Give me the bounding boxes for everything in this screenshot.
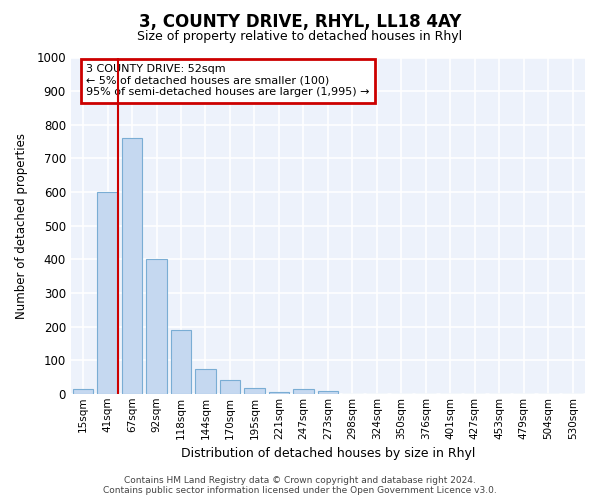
- Bar: [195, 368, 216, 394]
- Text: 3 COUNTY DRIVE: 52sqm
← 5% of detached houses are smaller (100)
95% of semi-deta: 3 COUNTY DRIVE: 52sqm ← 5% of detached h…: [86, 64, 370, 98]
- Bar: [97, 192, 118, 394]
- Bar: [146, 260, 167, 394]
- Text: Size of property relative to detached houses in Rhyl: Size of property relative to detached ho…: [137, 30, 463, 43]
- Bar: [170, 330, 191, 394]
- Bar: [244, 388, 265, 394]
- Text: 3, COUNTY DRIVE, RHYL, LL18 4AY: 3, COUNTY DRIVE, RHYL, LL18 4AY: [139, 12, 461, 30]
- Text: Contains HM Land Registry data © Crown copyright and database right 2024.
Contai: Contains HM Land Registry data © Crown c…: [103, 476, 497, 495]
- Bar: [220, 380, 241, 394]
- Bar: [122, 138, 142, 394]
- Bar: [293, 390, 314, 394]
- Bar: [317, 391, 338, 394]
- X-axis label: Distribution of detached houses by size in Rhyl: Distribution of detached houses by size …: [181, 447, 475, 460]
- Bar: [269, 392, 289, 394]
- Y-axis label: Number of detached properties: Number of detached properties: [15, 132, 28, 318]
- Bar: [73, 388, 94, 394]
